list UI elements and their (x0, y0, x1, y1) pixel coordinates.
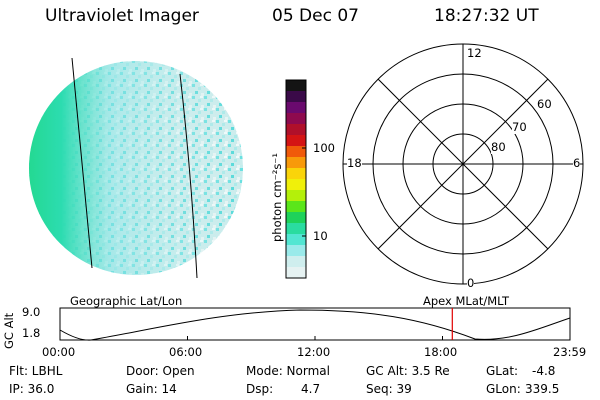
timeline-right-label: Apex MLat/MLT (423, 294, 510, 308)
timeline-xtick-2359: 23:59 (553, 345, 587, 359)
colorbar-tick-100: 100 (313, 141, 335, 155)
dsp-value: 4.7 (301, 382, 321, 396)
colorbar-segment (286, 135, 306, 147)
colorbar-segment (286, 157, 306, 169)
app-title: Ultraviolet Imager (45, 6, 199, 26)
timeline-xtick-0000: 00:00 (42, 345, 76, 359)
ip-info: IP: 36.0 (9, 382, 55, 396)
lat-label-70: 70 (512, 120, 527, 134)
colorbar-segment (286, 201, 306, 213)
colorbar-segment (286, 234, 306, 246)
longitude-line-left (71, 57, 93, 269)
timeline-frame (59, 307, 571, 341)
gain-info: Gain: 14 (126, 382, 177, 396)
filter-info: Flt: LBHL (9, 364, 63, 378)
colorbar-segment (286, 179, 306, 191)
colorbar-segment (286, 190, 306, 202)
colorbar-segment (286, 168, 306, 180)
timeline-xtick-0600: 06:00 (169, 345, 203, 359)
mlt-label-0: 0 (467, 276, 475, 290)
colorbar-segment (286, 146, 306, 158)
altitude-curve (59, 309, 571, 341)
time-label: 18:27:32 UT (434, 6, 539, 26)
earth-disc (29, 61, 243, 275)
mode-info: Mode: Normal (246, 364, 330, 378)
timeline-left-label: Geographic Lat/Lon (70, 294, 183, 308)
colorbar-tick-10: 10 (313, 229, 328, 243)
longitude-line-right (179, 73, 198, 279)
colorbar-segment (286, 80, 306, 92)
colorbar-segment (286, 267, 306, 279)
glat-label: GLat: (486, 364, 519, 378)
timeline-xtick-1200: 12:00 (297, 345, 331, 359)
glon-value: 339.5 (525, 382, 560, 396)
glon-label: GLon: (486, 382, 521, 396)
seq-info: Seq: 39 (366, 382, 412, 396)
date-label: 05 Dec 07 (272, 6, 359, 26)
timeline-ytick-high: 9.0 (22, 305, 41, 319)
colorbar-segment (286, 91, 306, 103)
colorbar-segment (286, 245, 306, 257)
gc-alt-info: GC Alt: 3.5 Re (366, 364, 450, 378)
colorbar-segment (286, 113, 306, 125)
glat-value: -4.8 (532, 364, 556, 378)
mlt-label-12: 12 (467, 46, 482, 60)
colorbar-segment (286, 256, 306, 268)
polar-diagonal-2 (377, 78, 549, 250)
door-info: Door: Open (126, 364, 195, 378)
mlt-label-18: 18 (347, 156, 362, 170)
colorbar-segment (286, 102, 306, 114)
dsp-label: Dsp: (246, 382, 274, 396)
colorbar-segment (286, 124, 306, 136)
timeline-xtick-1800: 18:00 (424, 345, 458, 359)
colorbar-gradient (286, 80, 306, 279)
timeline-ytick-low: 1.8 (22, 326, 41, 340)
colorbar-segment (286, 223, 306, 235)
lat-label-80: 80 (491, 140, 506, 154)
colorbar-segment (286, 212, 306, 224)
mlt-label-6: 6 (573, 156, 581, 170)
lat-label-60: 60 (537, 97, 552, 111)
